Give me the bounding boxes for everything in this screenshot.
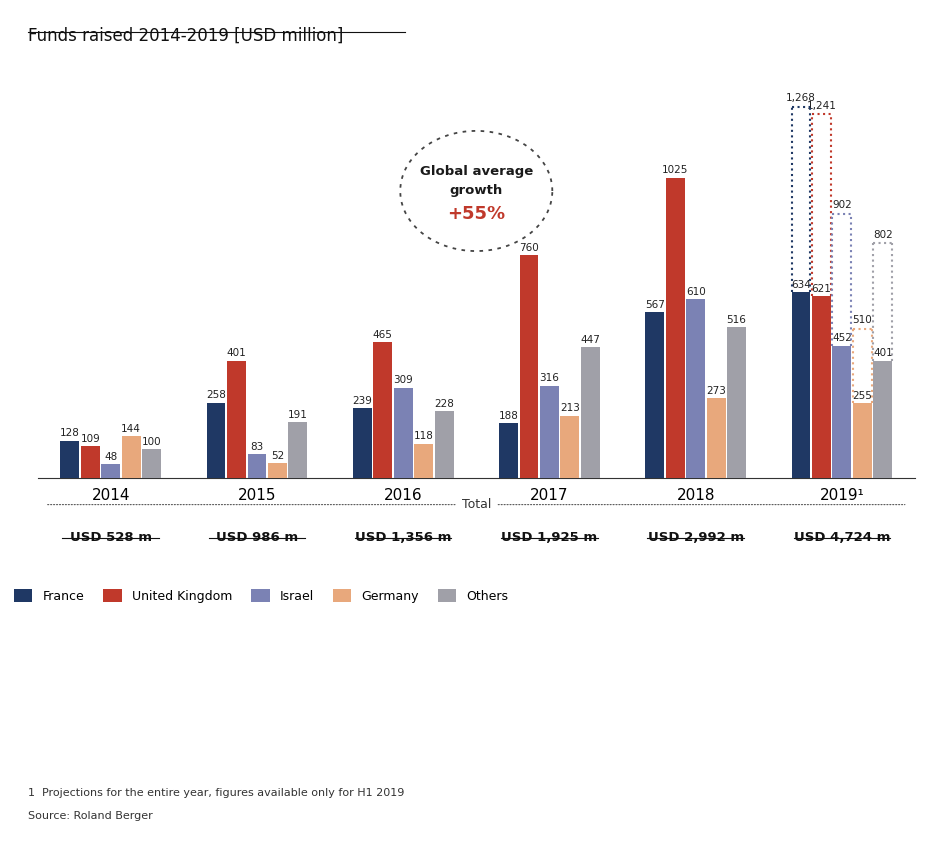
Bar [247, 454, 266, 478]
Bar [520, 256, 538, 478]
Bar [645, 312, 664, 478]
Text: USD 986 m: USD 986 m [216, 531, 298, 544]
Text: 255: 255 [853, 391, 872, 401]
Text: 516: 516 [726, 315, 747, 324]
Text: +55%: +55% [447, 205, 505, 223]
Bar [873, 361, 892, 478]
Text: Global average: Global average [419, 166, 533, 178]
Text: 452: 452 [832, 334, 852, 343]
Text: USD 1,356 m: USD 1,356 m [355, 531, 451, 544]
Bar [81, 447, 100, 478]
Text: growth: growth [450, 184, 503, 198]
Bar [268, 463, 286, 478]
Text: 273: 273 [706, 385, 726, 396]
Text: 1025: 1025 [662, 166, 688, 176]
Text: 760: 760 [519, 243, 538, 253]
Text: 109: 109 [80, 434, 100, 444]
Text: 118: 118 [414, 431, 433, 441]
Bar [666, 177, 684, 478]
Text: 510: 510 [853, 315, 872, 325]
Text: 1,241: 1,241 [806, 101, 836, 111]
Text: 316: 316 [539, 374, 559, 383]
Text: 902: 902 [832, 200, 852, 211]
Bar [832, 346, 851, 478]
Bar [540, 385, 559, 478]
Bar [727, 327, 746, 478]
Text: 309: 309 [393, 375, 413, 385]
Bar [352, 408, 372, 478]
Text: 401: 401 [227, 348, 246, 358]
Text: 188: 188 [498, 411, 518, 421]
Text: 258: 258 [206, 391, 226, 400]
Bar [499, 423, 518, 478]
Text: 239: 239 [352, 396, 372, 406]
Text: 1,268: 1,268 [786, 93, 816, 103]
Text: 401: 401 [873, 348, 893, 358]
Bar [142, 449, 161, 478]
Bar [101, 464, 120, 478]
Text: 52: 52 [271, 451, 284, 461]
Text: 802: 802 [873, 229, 893, 239]
Bar [206, 402, 225, 478]
Text: Source: Roland Berger: Source: Roland Berger [28, 811, 153, 821]
Bar [791, 292, 810, 478]
Text: Funds raised 2014-2019 [USD million]: Funds raised 2014-2019 [USD million] [28, 27, 343, 45]
Bar [686, 300, 705, 478]
Bar [288, 422, 307, 478]
Bar [414, 444, 433, 478]
Bar [581, 347, 600, 478]
Text: 100: 100 [142, 436, 162, 447]
Text: 83: 83 [250, 441, 263, 452]
Text: USD 4,724 m: USD 4,724 m [793, 531, 890, 544]
Bar [707, 398, 725, 478]
Bar [393, 388, 413, 478]
Bar [561, 416, 579, 478]
Text: 447: 447 [580, 335, 600, 345]
Text: 634: 634 [791, 280, 811, 290]
Bar [853, 403, 871, 478]
Text: 228: 228 [434, 399, 454, 409]
Text: USD 1,925 m: USD 1,925 m [501, 531, 597, 544]
Bar [60, 441, 79, 478]
Text: 191: 191 [288, 410, 308, 420]
Bar [122, 436, 140, 478]
Text: USD 528 m: USD 528 m [70, 531, 152, 544]
Text: 567: 567 [644, 300, 665, 310]
Bar [812, 296, 830, 478]
Bar [434, 412, 454, 478]
Bar [373, 342, 392, 478]
Text: 48: 48 [104, 452, 117, 462]
Text: 610: 610 [685, 287, 706, 297]
Text: 465: 465 [373, 329, 392, 340]
Text: 144: 144 [121, 424, 141, 434]
Bar [227, 361, 246, 478]
Text: 128: 128 [60, 429, 80, 438]
Legend: France, United Kingdom, Israel, Germany, Others: France, United Kingdom, Israel, Germany,… [8, 584, 513, 608]
Text: USD 2,992 m: USD 2,992 m [647, 531, 744, 544]
Text: 213: 213 [560, 403, 579, 413]
Text: 1  Projections for the entire year, figures available only for H1 2019: 1 Projections for the entire year, figur… [28, 788, 405, 798]
Text: Total: Total [461, 498, 491, 511]
Text: 621: 621 [812, 284, 831, 294]
